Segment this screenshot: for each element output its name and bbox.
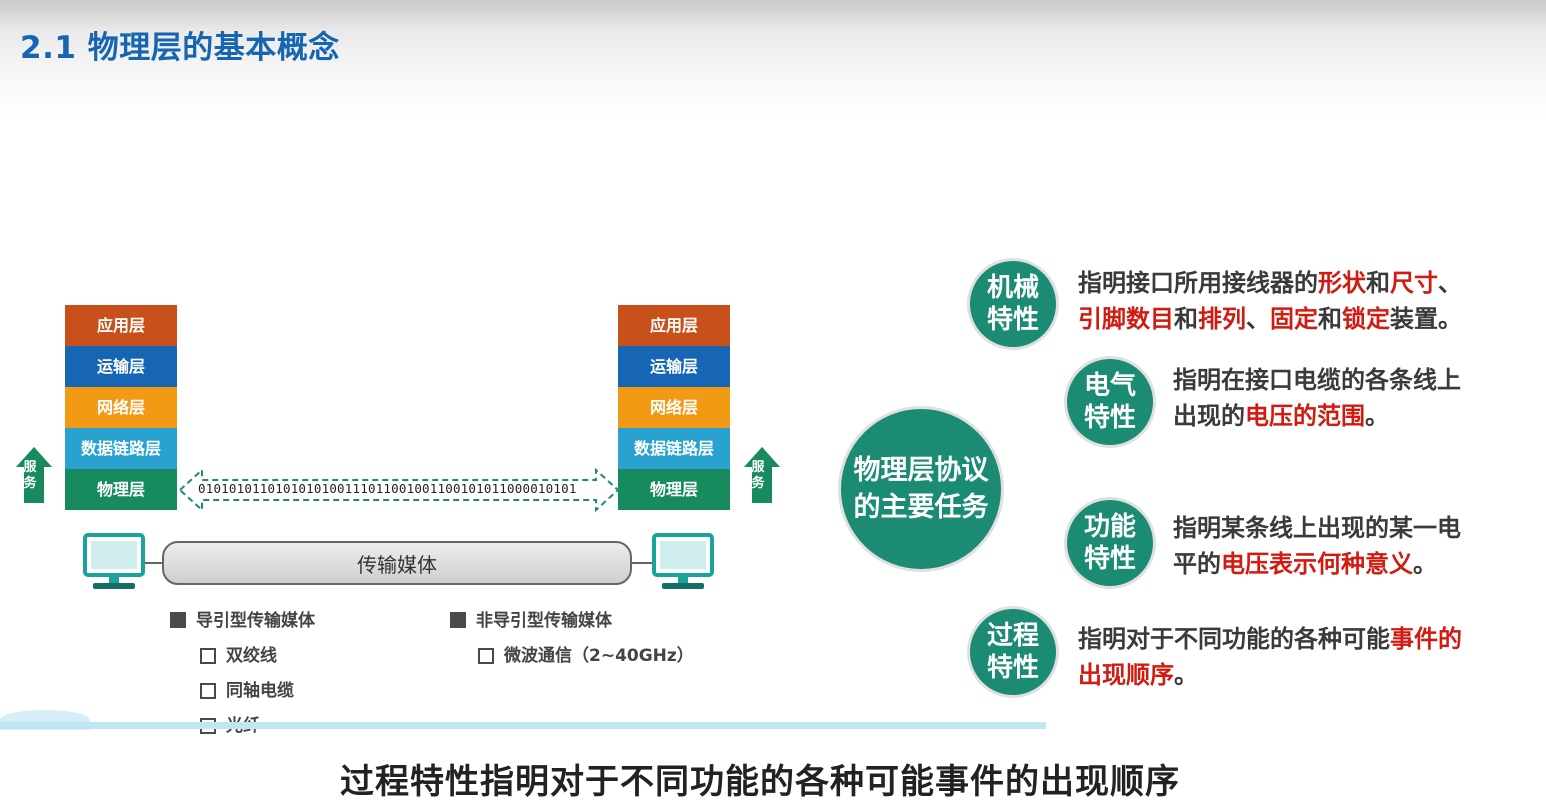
guided-media-heading: 导引型传输媒体 xyxy=(170,606,315,631)
computer-icon xyxy=(83,533,145,591)
protocol-stack-left: 应用层 运输层 网络层 数据链路层 物理层 xyxy=(65,305,177,510)
filled-square-icon xyxy=(450,612,466,628)
layer-transport: 运输层 xyxy=(65,346,177,387)
checkbox-icon xyxy=(200,648,216,664)
layer-network: 网络层 xyxy=(65,387,177,428)
up-arrow-icon xyxy=(16,447,52,503)
layer-transport: 运输层 xyxy=(618,346,730,387)
service-arrow-left: 服务 xyxy=(16,447,52,503)
protocol-stack-right: 应用层 运输层 网络层 数据链路层 物理层 xyxy=(618,305,730,510)
service-label: 服务 xyxy=(751,460,765,491)
transmission-medium-bar: 传输媒体 xyxy=(162,541,632,585)
badge-functional: 功能 特性 xyxy=(1064,497,1156,589)
media-item: 同轴电缆 xyxy=(200,676,294,701)
desc-functional: 指明某条线上出现的某一电 平的电压表示何种意义。 xyxy=(1173,514,1461,578)
medium-connector-left xyxy=(142,562,164,564)
computer-icon xyxy=(652,533,714,591)
checkbox-icon xyxy=(478,648,494,664)
page-title: 2.1 物理层的基本概念 xyxy=(20,30,340,66)
service-label: 服务 xyxy=(23,460,37,491)
badge-electrical: 电气 特性 xyxy=(1064,356,1156,448)
header-bar: 2.1 物理层的基本概念 xyxy=(0,0,1546,120)
desc-electrical: 指明在接口电缆的各条线上 出现的电压的范围。 xyxy=(1173,366,1461,430)
video-subtitle: 过程特性指明对于不同功能的各种可能事件的出现顺序 xyxy=(340,762,1180,802)
double-arrow-icon xyxy=(178,467,620,513)
media-item: 双绞线 xyxy=(200,641,277,666)
layer-application: 应用层 xyxy=(618,305,730,346)
layer-application: 应用层 xyxy=(65,305,177,346)
layer-datalink: 数据链路层 xyxy=(65,428,177,469)
service-arrow-right: 服务 xyxy=(744,447,780,503)
filled-square-icon xyxy=(170,612,186,628)
decorative-line xyxy=(0,722,1046,729)
unguided-media-heading: 非导引型传输媒体 xyxy=(450,606,612,631)
desc-procedural: 指明对于不同功能的各种可能事件的 出现顺序。 xyxy=(1078,625,1462,689)
badge-procedural: 过程 特性 xyxy=(967,606,1059,698)
badge-mechanical: 机械 特性 xyxy=(967,258,1059,350)
up-arrow-icon xyxy=(744,447,780,503)
layer-network: 网络层 xyxy=(618,387,730,428)
desc-mechanical: 指明接口所用接线器的形状和尺寸、 引脚数目和排列、固定和锁定装置。 xyxy=(1078,269,1462,333)
checkbox-icon xyxy=(200,683,216,699)
layer-physical: 物理层 xyxy=(618,469,730,510)
main-task-circle: 物理层协议 的主要任务 xyxy=(838,406,1004,572)
layer-datalink: 数据链路层 xyxy=(618,428,730,469)
medium-connector-right xyxy=(630,562,654,564)
layer-physical: 物理层 xyxy=(65,469,177,510)
bitstream-text: 0101010110101010100111011001001100101011… xyxy=(198,481,577,496)
media-item: 微波通信（2~40GHz） xyxy=(478,641,694,666)
